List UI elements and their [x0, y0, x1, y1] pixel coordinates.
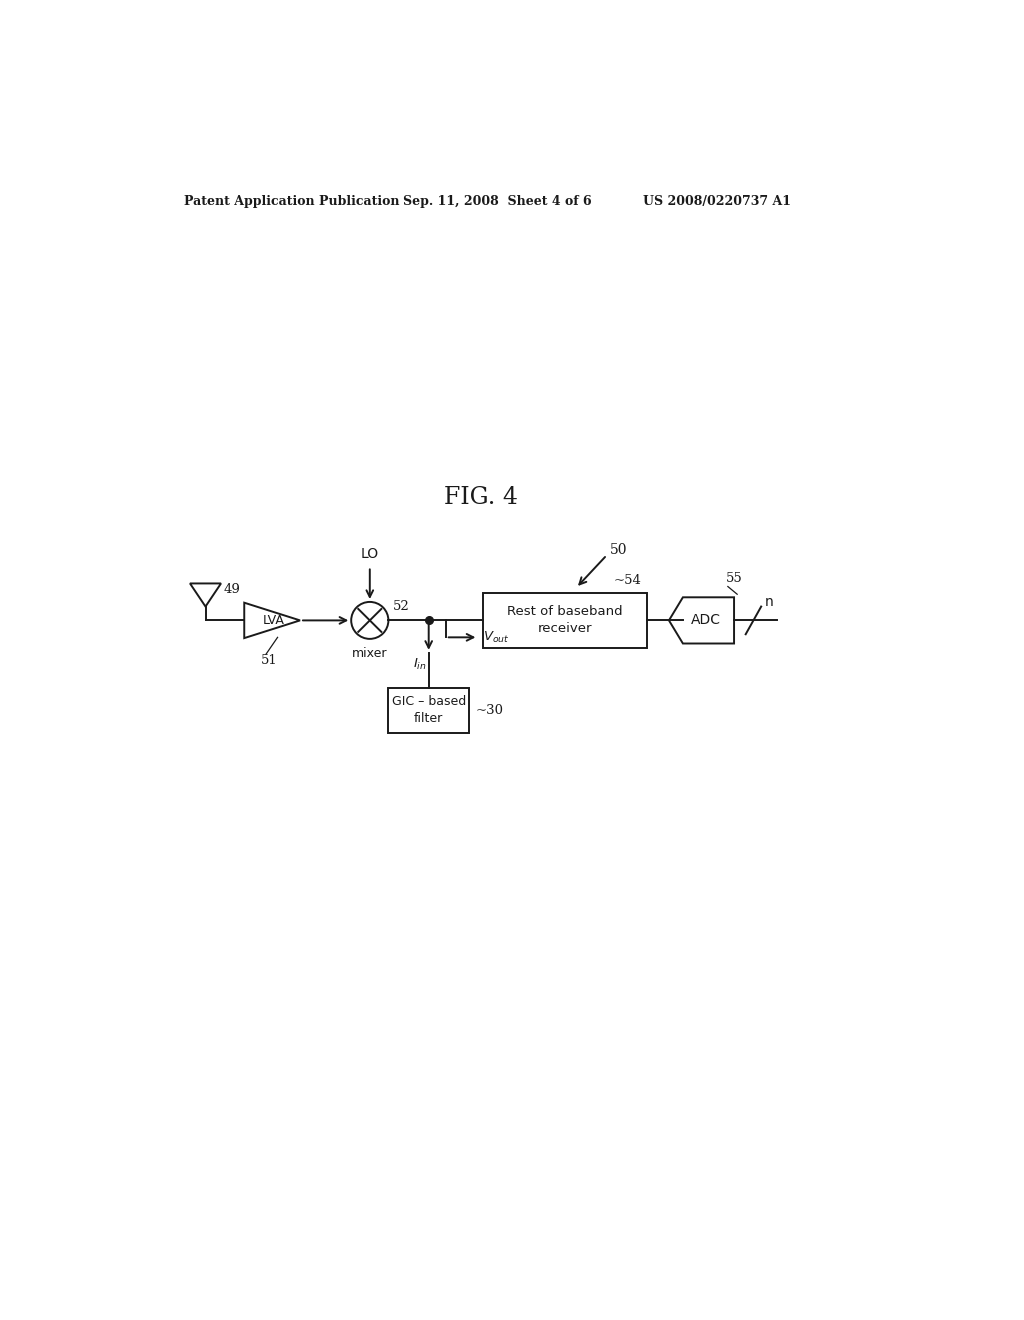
Circle shape: [351, 602, 388, 639]
Text: 50: 50: [610, 543, 628, 557]
Text: Rest of baseband
receiver: Rest of baseband receiver: [507, 606, 623, 635]
Text: LVA: LVA: [262, 614, 285, 627]
Text: ~54: ~54: [613, 573, 641, 586]
Text: ~30: ~30: [475, 704, 504, 717]
Text: 52: 52: [393, 601, 410, 612]
Text: $V_{out}$: $V_{out}$: [483, 630, 510, 645]
Polygon shape: [669, 598, 734, 644]
Text: GIC – based
filter: GIC – based filter: [391, 696, 466, 726]
Text: Sep. 11, 2008  Sheet 4 of 6: Sep. 11, 2008 Sheet 4 of 6: [403, 195, 592, 209]
Bar: [388, 688, 469, 733]
Text: 49: 49: [223, 583, 241, 597]
Text: n: n: [764, 595, 773, 609]
Text: US 2008/0220737 A1: US 2008/0220737 A1: [643, 195, 792, 209]
Text: $I_{in}$: $I_{in}$: [413, 657, 426, 672]
Text: FIG. 4: FIG. 4: [443, 486, 517, 508]
Polygon shape: [245, 603, 300, 638]
Text: Patent Application Publication: Patent Application Publication: [183, 195, 399, 209]
Text: mixer: mixer: [352, 647, 387, 660]
Text: ADC: ADC: [691, 614, 721, 627]
Text: 51: 51: [261, 653, 279, 667]
Text: LO: LO: [360, 546, 379, 561]
Text: 55: 55: [726, 572, 743, 585]
Bar: [483, 593, 647, 648]
